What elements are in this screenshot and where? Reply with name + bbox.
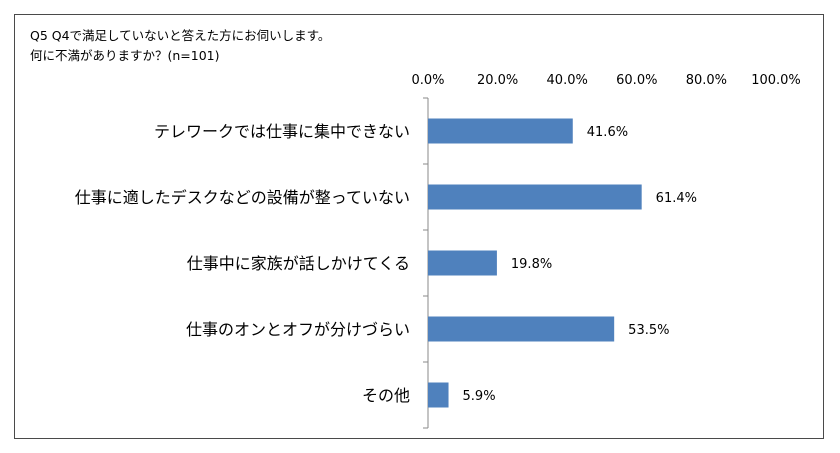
x-tick-label: 40.0%: [547, 73, 588, 88]
data-label: 19.8%: [511, 257, 552, 272]
x-tick-label: 20.0%: [477, 73, 518, 88]
x-tick-label: 60.0%: [616, 73, 657, 88]
bar: [428, 382, 449, 408]
data-label: 53.5%: [628, 323, 669, 338]
category-label: その他: [362, 386, 410, 405]
bar: [428, 184, 642, 210]
bar: [428, 316, 615, 342]
data-label: 5.9%: [463, 389, 496, 404]
chart-title-line-1: Q5 Q4で満足していないと答えた方にお伺いします。: [30, 28, 331, 43]
bar: [428, 250, 497, 276]
category-label: 仕事中に家族が話しかけてくる: [187, 254, 410, 273]
x-tick-label: 100.0%: [751, 73, 801, 88]
chart-title: Q5 Q4で満足していないと答えた方にお伺いします。 何に不満がありますか？(n…: [30, 26, 330, 66]
category-label: 仕事に適したデスクなどの設備が整っていない: [75, 188, 410, 207]
x-tick-label: 80.0%: [686, 73, 727, 88]
chart-frame: [14, 14, 824, 439]
x-tick-label: 0.0%: [411, 73, 444, 88]
chart-title-line-2: 何に不満がありますか？(n=101): [30, 48, 220, 63]
data-label: 61.4%: [656, 191, 697, 206]
category-label: 仕事のオンとオフが分けづらい: [186, 320, 410, 339]
bar: [428, 118, 573, 144]
category-label: テレワークでは仕事に集中できない: [154, 122, 410, 141]
data-label: 41.6%: [587, 125, 628, 140]
